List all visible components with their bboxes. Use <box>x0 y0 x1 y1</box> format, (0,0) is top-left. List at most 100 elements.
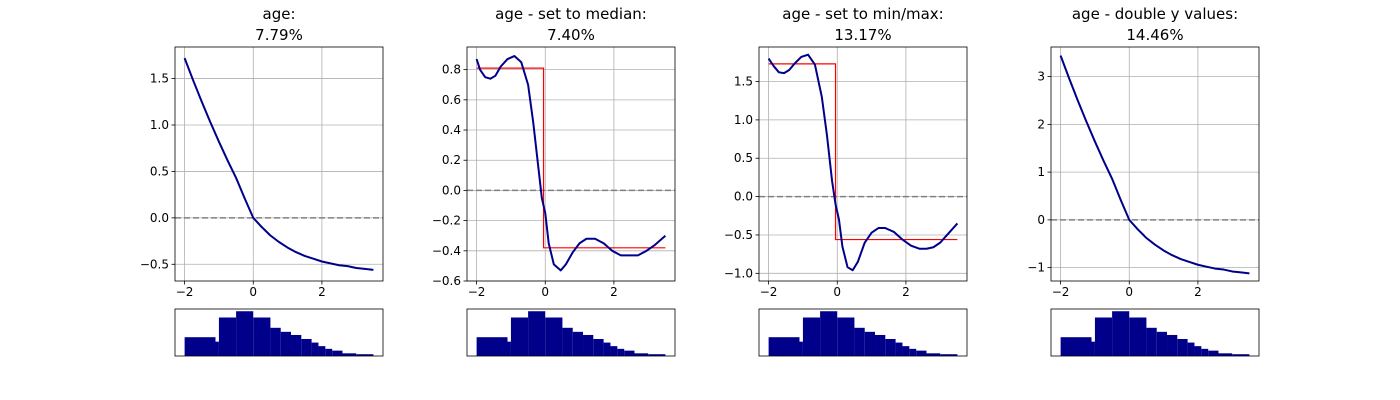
histogram-bar <box>1187 342 1195 356</box>
histogram-bar <box>311 342 319 356</box>
histogram-bar <box>909 348 917 356</box>
histogram-bar <box>545 317 563 356</box>
y-tick-label: −0.6 <box>432 274 461 288</box>
histogram-bar <box>318 346 326 356</box>
axes-frame <box>466 46 676 282</box>
histogram-bar <box>624 350 635 356</box>
histogram-bar <box>184 337 216 356</box>
histogram-bar <box>926 353 941 356</box>
chart-title-line-2: 14.46% <box>1126 26 1183 44</box>
y-tick-label: 0.2 <box>442 153 461 167</box>
histogram-panel-3 <box>758 308 968 357</box>
y-tick-label: 1.0 <box>150 118 169 132</box>
histogram-bar <box>1094 317 1113 356</box>
y-tick-label: 1 <box>1037 165 1045 179</box>
histogram-bar <box>610 346 618 356</box>
y-tick-label: −0.5 <box>724 228 753 242</box>
histogram-bar <box>356 354 374 356</box>
chart-title-line-1: age: <box>263 5 296 23</box>
y-tick-label: 2 <box>1037 117 1045 131</box>
histogram-bar <box>301 338 312 356</box>
histogram-bar <box>218 317 237 356</box>
chart-panel-4: −2 0 2 −1 0 1 2 3 age - double y values: 14.46% <box>1027 5 1260 299</box>
curve-line <box>475 55 667 272</box>
chart-title-line-2: 7.40% <box>547 26 595 44</box>
histogram-bar <box>1156 331 1168 356</box>
axes-frame <box>758 46 968 282</box>
histogram-bar <box>854 327 865 356</box>
histogram-frame <box>466 308 676 357</box>
histogram-panel-2 <box>466 308 676 357</box>
histogram-bar <box>940 354 958 356</box>
histogram-bar <box>291 334 302 356</box>
histogram-bar <box>875 334 886 356</box>
histogram-bar <box>799 341 803 356</box>
histogram-bar <box>1194 346 1202 356</box>
histogram-bar <box>325 348 333 356</box>
y-tick-label: 0.0 <box>150 211 169 225</box>
histogram-bar <box>593 338 604 356</box>
histogram-bar <box>617 348 625 356</box>
histogram-frame <box>758 308 968 357</box>
chart-title-line-1: age - double y values: <box>1072 5 1238 23</box>
histogram-frame <box>174 308 384 357</box>
histogram-panel-1 <box>174 308 384 357</box>
histogram-bar <box>802 317 821 356</box>
chart-panel-1: −2 0 2 −0.5 0.0 0.5 1.0 1.5 age: 7.79% <box>140 5 384 299</box>
y-tick-label: 0.4 <box>442 123 461 137</box>
x-tick-label: 2 <box>902 285 910 299</box>
step-line <box>476 67 666 249</box>
histogram-bar <box>603 342 611 356</box>
histogram-bar <box>1208 350 1219 356</box>
y-tick-label: 0.0 <box>734 190 753 204</box>
y-tick-label: 3 <box>1037 70 1045 84</box>
curve-line <box>183 57 374 271</box>
histogram-bar <box>1167 334 1178 356</box>
y-tick-label: 0.8 <box>442 63 461 77</box>
histogram-bar <box>648 354 666 356</box>
histogram-bar <box>562 327 573 356</box>
x-tick-label: 0 <box>249 285 257 299</box>
histogram-bar <box>634 353 649 356</box>
histogram-bar <box>820 311 838 356</box>
histogram-bar <box>270 327 281 356</box>
histogram-bar <box>510 317 529 356</box>
histogram-panel-4 <box>1050 308 1260 357</box>
step-line <box>768 63 958 241</box>
histogram-bar <box>895 342 903 356</box>
histogram-bar <box>916 350 927 356</box>
x-tick-label: 0 <box>833 285 841 299</box>
histogram-bar <box>528 311 546 356</box>
y-tick-label: −0.2 <box>432 214 461 228</box>
histogram-bar <box>1060 337 1092 356</box>
x-tick-label: 2 <box>610 285 618 299</box>
chart-panel-3: −2 0 2 −1.0 −0.5 0.0 0.5 1.0 1.5 age - set to min… <box>724 5 968 299</box>
y-tick-label: −0.5 <box>140 257 169 271</box>
y-tick-label: 0.0 <box>442 183 461 197</box>
y-tick-label: 0 <box>1037 213 1045 227</box>
y-tick-label: −0.4 <box>432 244 461 258</box>
chart-title-line-2: 7.79% <box>255 26 303 44</box>
x-tick-label: −2 <box>1052 285 1070 299</box>
y-tick-label: 0.6 <box>442 93 461 107</box>
histogram-frame <box>1050 308 1260 357</box>
histogram-bar <box>1218 353 1233 356</box>
axes-frame <box>174 46 384 282</box>
curve-line <box>767 53 959 272</box>
chart-title-line-2: 13.17% <box>834 26 891 44</box>
x-tick-label: −2 <box>468 285 486 299</box>
histogram-bar <box>215 341 219 356</box>
y-tick-label: 0.5 <box>734 151 753 165</box>
histogram-bar <box>902 346 910 356</box>
histogram-bar <box>1129 317 1147 356</box>
histogram-bar <box>1177 338 1188 356</box>
histogram-bar <box>507 341 511 356</box>
histogram-bar <box>236 311 254 356</box>
histogram-bar <box>885 338 896 356</box>
y-tick-label: 1.5 <box>150 72 169 86</box>
histogram-bar <box>583 334 594 356</box>
y-tick-label: 1.0 <box>734 113 753 127</box>
x-tick-label: 2 <box>1194 285 1202 299</box>
y-tick-label: 1.5 <box>734 75 753 89</box>
x-tick-label: −2 <box>760 285 778 299</box>
